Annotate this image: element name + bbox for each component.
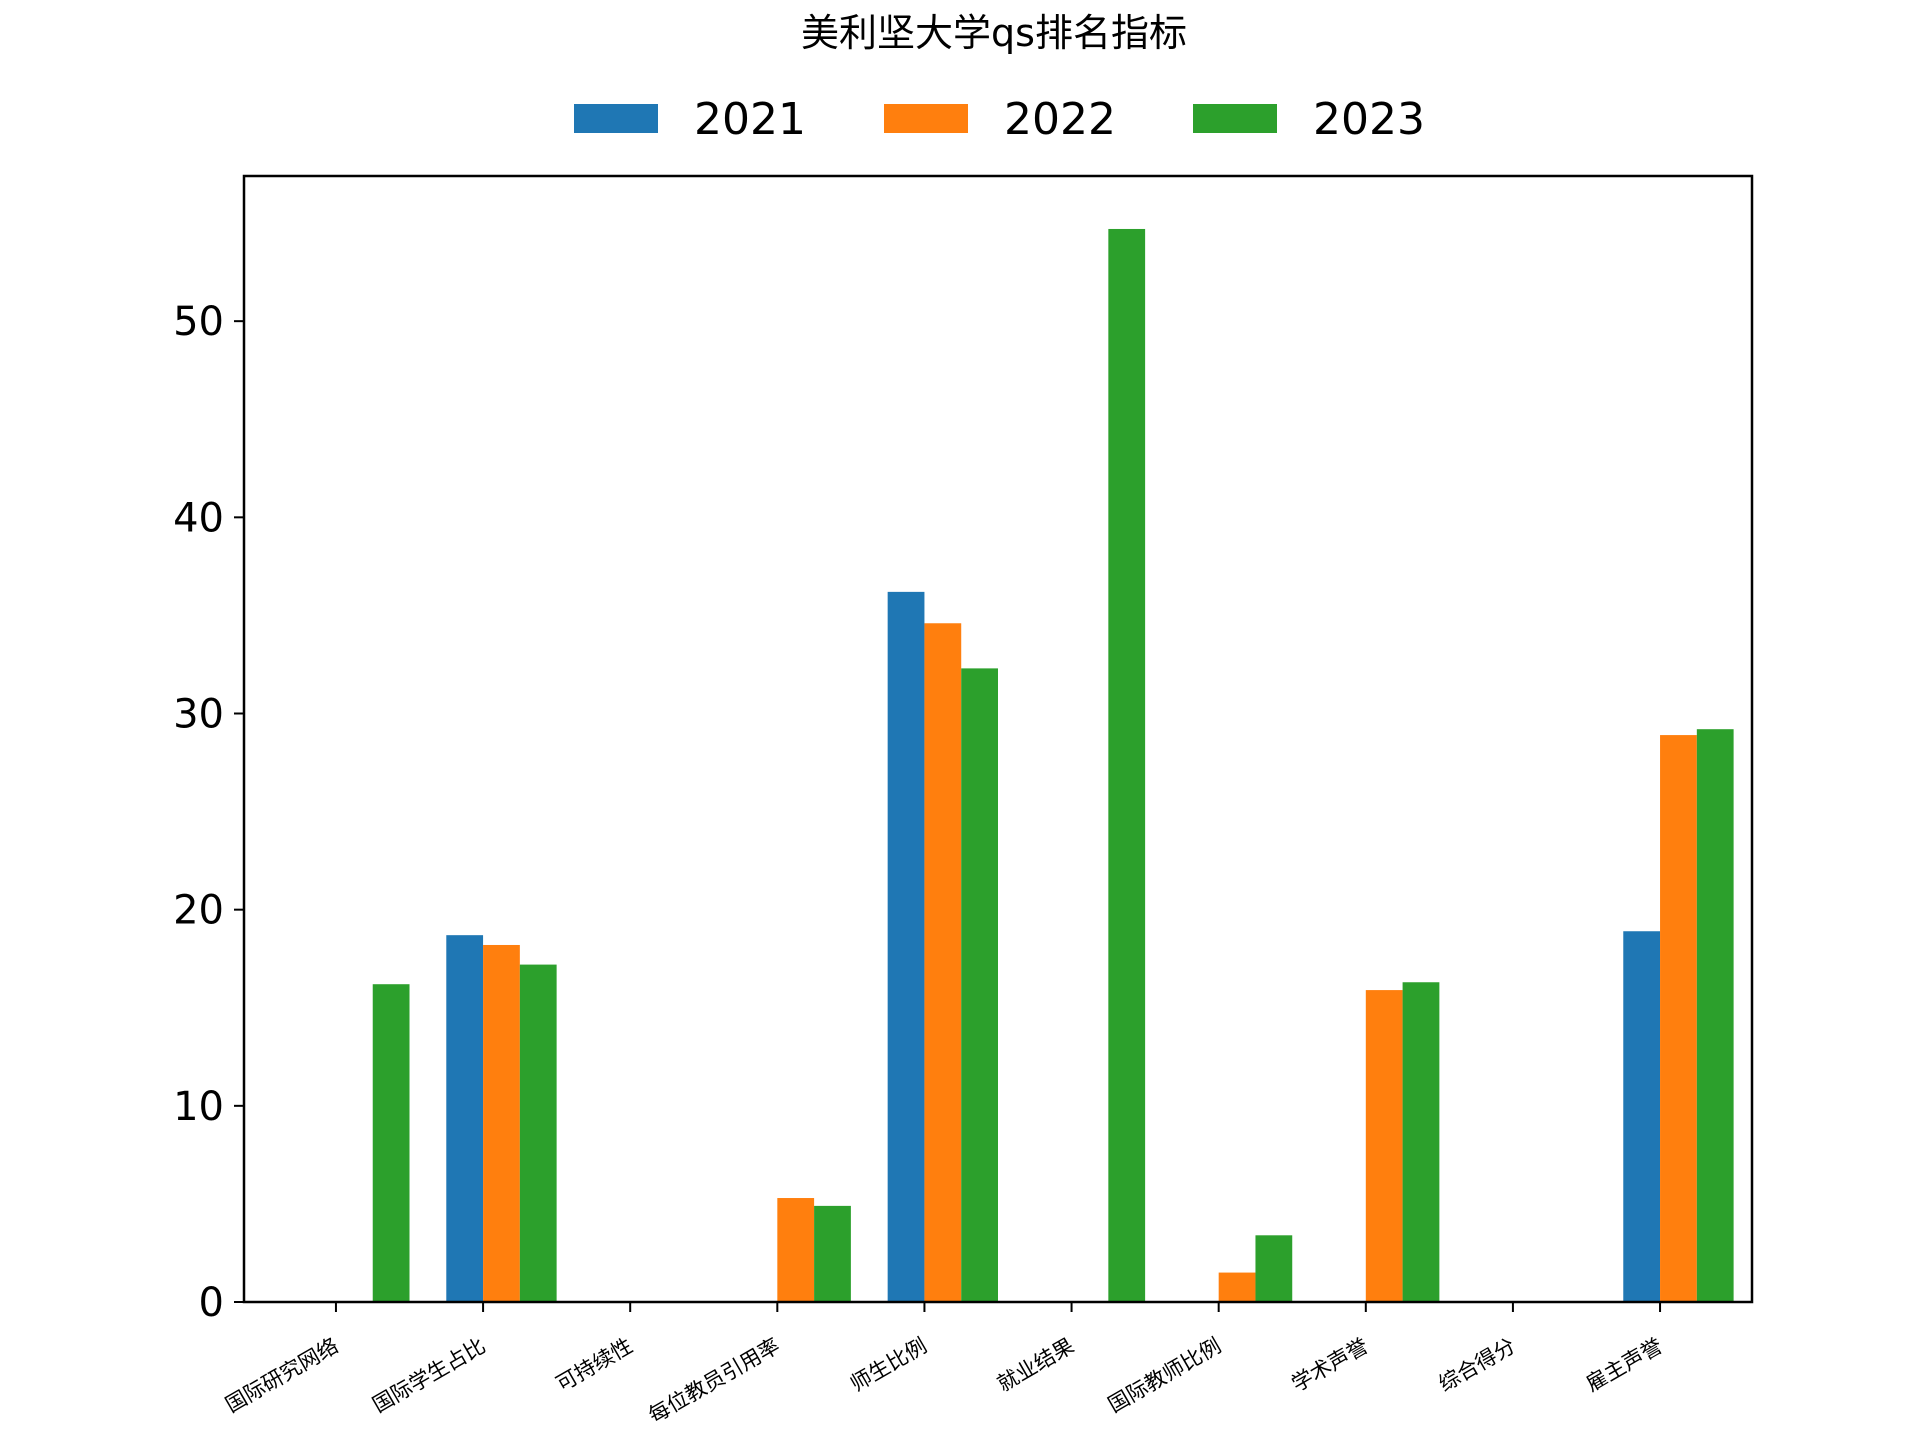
xtick-label: 综合得分 xyxy=(1435,1334,1520,1397)
bar-2023-5 xyxy=(1108,228,1146,1303)
xtick-label: 雇主声誉 xyxy=(1582,1334,1667,1397)
bar-2023-6 xyxy=(1255,1235,1293,1302)
bar-2022-1 xyxy=(483,944,520,1302)
legend-label-2021: 2021 xyxy=(694,94,806,145)
bar-2021-9 xyxy=(1623,931,1661,1302)
bar-2021-4 xyxy=(887,591,925,1302)
ytick-label: 50 xyxy=(173,299,224,345)
legend: 2021 2022 2023 xyxy=(574,94,1425,145)
xtick-label: 国际研究网络 xyxy=(221,1334,342,1418)
bar-2022-7 xyxy=(1365,990,1403,1302)
xtick-label: 国际学生占比 xyxy=(368,1334,489,1418)
bar-2023-1 xyxy=(519,964,557,1302)
legend-label-2023: 2023 xyxy=(1313,94,1425,145)
ytick-label: 40 xyxy=(173,495,224,541)
bar-2023-9 xyxy=(1696,729,1734,1302)
xtick-label: 就业结果 xyxy=(993,1334,1078,1397)
bar-2021-1 xyxy=(446,935,484,1302)
plot-frame xyxy=(242,174,1754,1304)
ytick-label: 20 xyxy=(173,888,224,934)
ytick-label: 0 xyxy=(199,1280,224,1326)
bar-2023-3 xyxy=(814,1205,851,1302)
xtick-label: 师生比例 xyxy=(846,1334,931,1397)
ytick-label: 30 xyxy=(173,691,224,737)
xtick-label: 每位教员引用率 xyxy=(645,1334,784,1428)
legend-label-2022: 2022 xyxy=(1004,94,1116,145)
bars xyxy=(372,228,1734,1303)
bar-2022-9 xyxy=(1660,735,1697,1302)
legend-swatch-2021 xyxy=(574,104,658,133)
ytick-label: 10 xyxy=(173,1084,224,1130)
bar-2023-4 xyxy=(961,668,998,1302)
xtick-label: 可持续性 xyxy=(552,1334,637,1397)
bar-2023-0 xyxy=(372,984,410,1302)
bar-2022-3 xyxy=(777,1198,815,1302)
bar-2023-7 xyxy=(1402,982,1440,1302)
xtick-label: 国际教师比例 xyxy=(1104,1334,1225,1418)
chart-title: 美利坚大学qs排名指标 xyxy=(801,11,1187,55)
legend-swatch-2023 xyxy=(1193,104,1277,133)
xtick-label: 学术声誉 xyxy=(1288,1334,1373,1397)
bar-2022-6 xyxy=(1218,1272,1256,1302)
bar-2022-4 xyxy=(924,623,962,1302)
legend-swatch-2022 xyxy=(884,104,968,133)
